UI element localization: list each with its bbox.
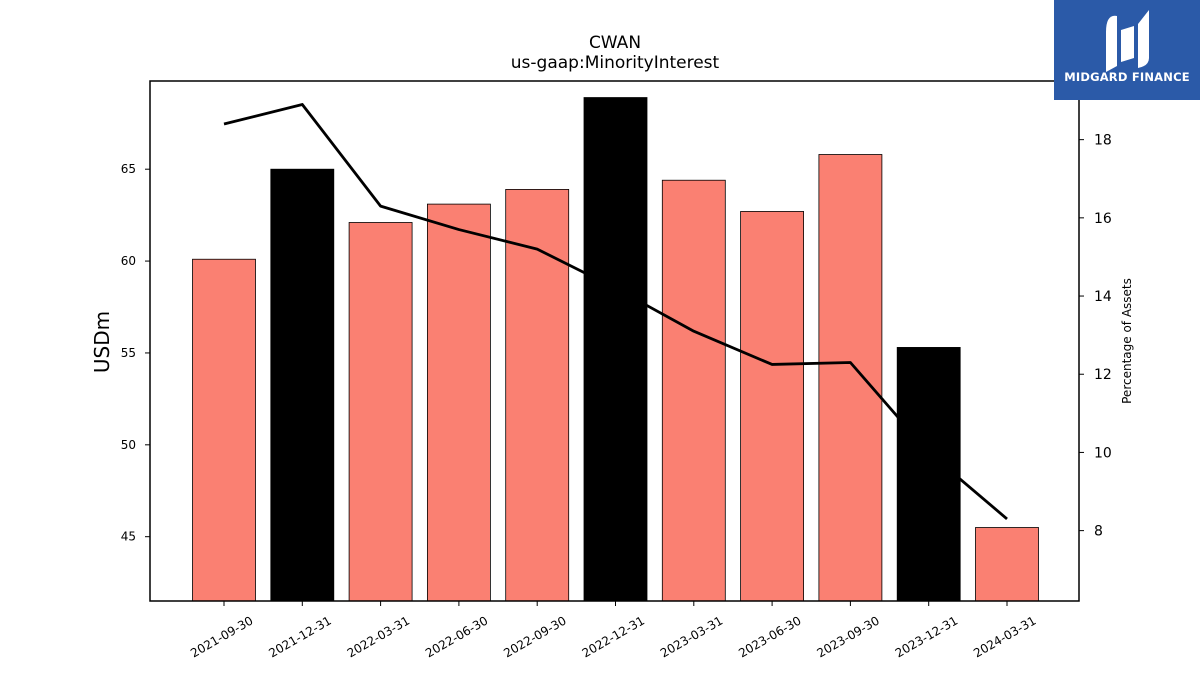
bars-layer: [192, 97, 1039, 602]
x-axis: 2021-09-30 2021-12-31 2022-03-31 2022-06-30…: [188, 601, 1039, 660]
x-tick-label: 2024-03-31: [971, 613, 1038, 660]
y2-tick-label: 14: [1094, 289, 1112, 305]
bar-2022-06-30: [426, 203, 491, 602]
bar-2021-12-31: [270, 168, 335, 602]
x-tick-label: 2023-06-30: [736, 613, 803, 660]
y-tick-label: 65: [121, 162, 136, 176]
y2-tick-label: 18: [1094, 133, 1112, 149]
chart-title: CWAN: [589, 33, 641, 53]
y-tick-label: 60: [121, 254, 136, 268]
y-axis-left: 45 50 55 60 65: [121, 162, 150, 544]
bar-2022-12-31: [583, 97, 648, 602]
x-tick-label: 2023-09-30: [814, 613, 881, 660]
plot-frame: [149, 80, 1080, 602]
y2-tick-label: 10: [1094, 445, 1112, 461]
x-tick-label: 2021-12-31: [266, 613, 333, 660]
y-tick-label: 45: [121, 530, 136, 544]
bar-2021-09-30: [192, 258, 256, 602]
x-tick-label: 2023-12-31: [893, 613, 960, 660]
x-tick-label: 2022-06-30: [423, 613, 490, 660]
y-axis-label: USDm: [90, 311, 114, 373]
bar-2023-12-31: [896, 347, 961, 602]
x-tick-label: 2021-09-30: [188, 613, 255, 660]
bar-2023-09-30: [818, 154, 883, 602]
y-tick-label: 55: [121, 346, 136, 360]
bar-2023-03-31: [661, 179, 726, 602]
y2-axis-label: Percentage of Assets: [1120, 278, 1134, 404]
chart-subtitle: us-gaap:MinorityInterest: [511, 53, 720, 73]
x-tick-label: 2022-03-31: [345, 613, 412, 660]
brand-logo: MIDGARD FINANCE: [1054, 0, 1200, 100]
bar-2024-03-31: [975, 527, 1039, 602]
bar-2023-06-30: [740, 211, 804, 602]
y-axis-right: 8 10 12 14 16 18: [1079, 133, 1112, 540]
bar-2022-03-31: [348, 222, 413, 602]
y2-tick-label: 12: [1094, 367, 1112, 383]
line-layer: [223, 103, 1008, 520]
y2-tick-label: 16: [1094, 211, 1112, 227]
brand-mark-icon: [1106, 10, 1149, 72]
bar-2022-09-30: [505, 189, 570, 602]
brand-name: MIDGARD FINANCE: [1064, 70, 1190, 84]
x-tick-label: 2022-12-31: [580, 613, 647, 660]
x-tick-label: 2022-09-30: [501, 613, 568, 660]
x-tick-label: 2023-03-31: [658, 613, 725, 660]
y-tick-label: 50: [121, 438, 136, 452]
y2-tick-label: 8: [1094, 524, 1103, 540]
